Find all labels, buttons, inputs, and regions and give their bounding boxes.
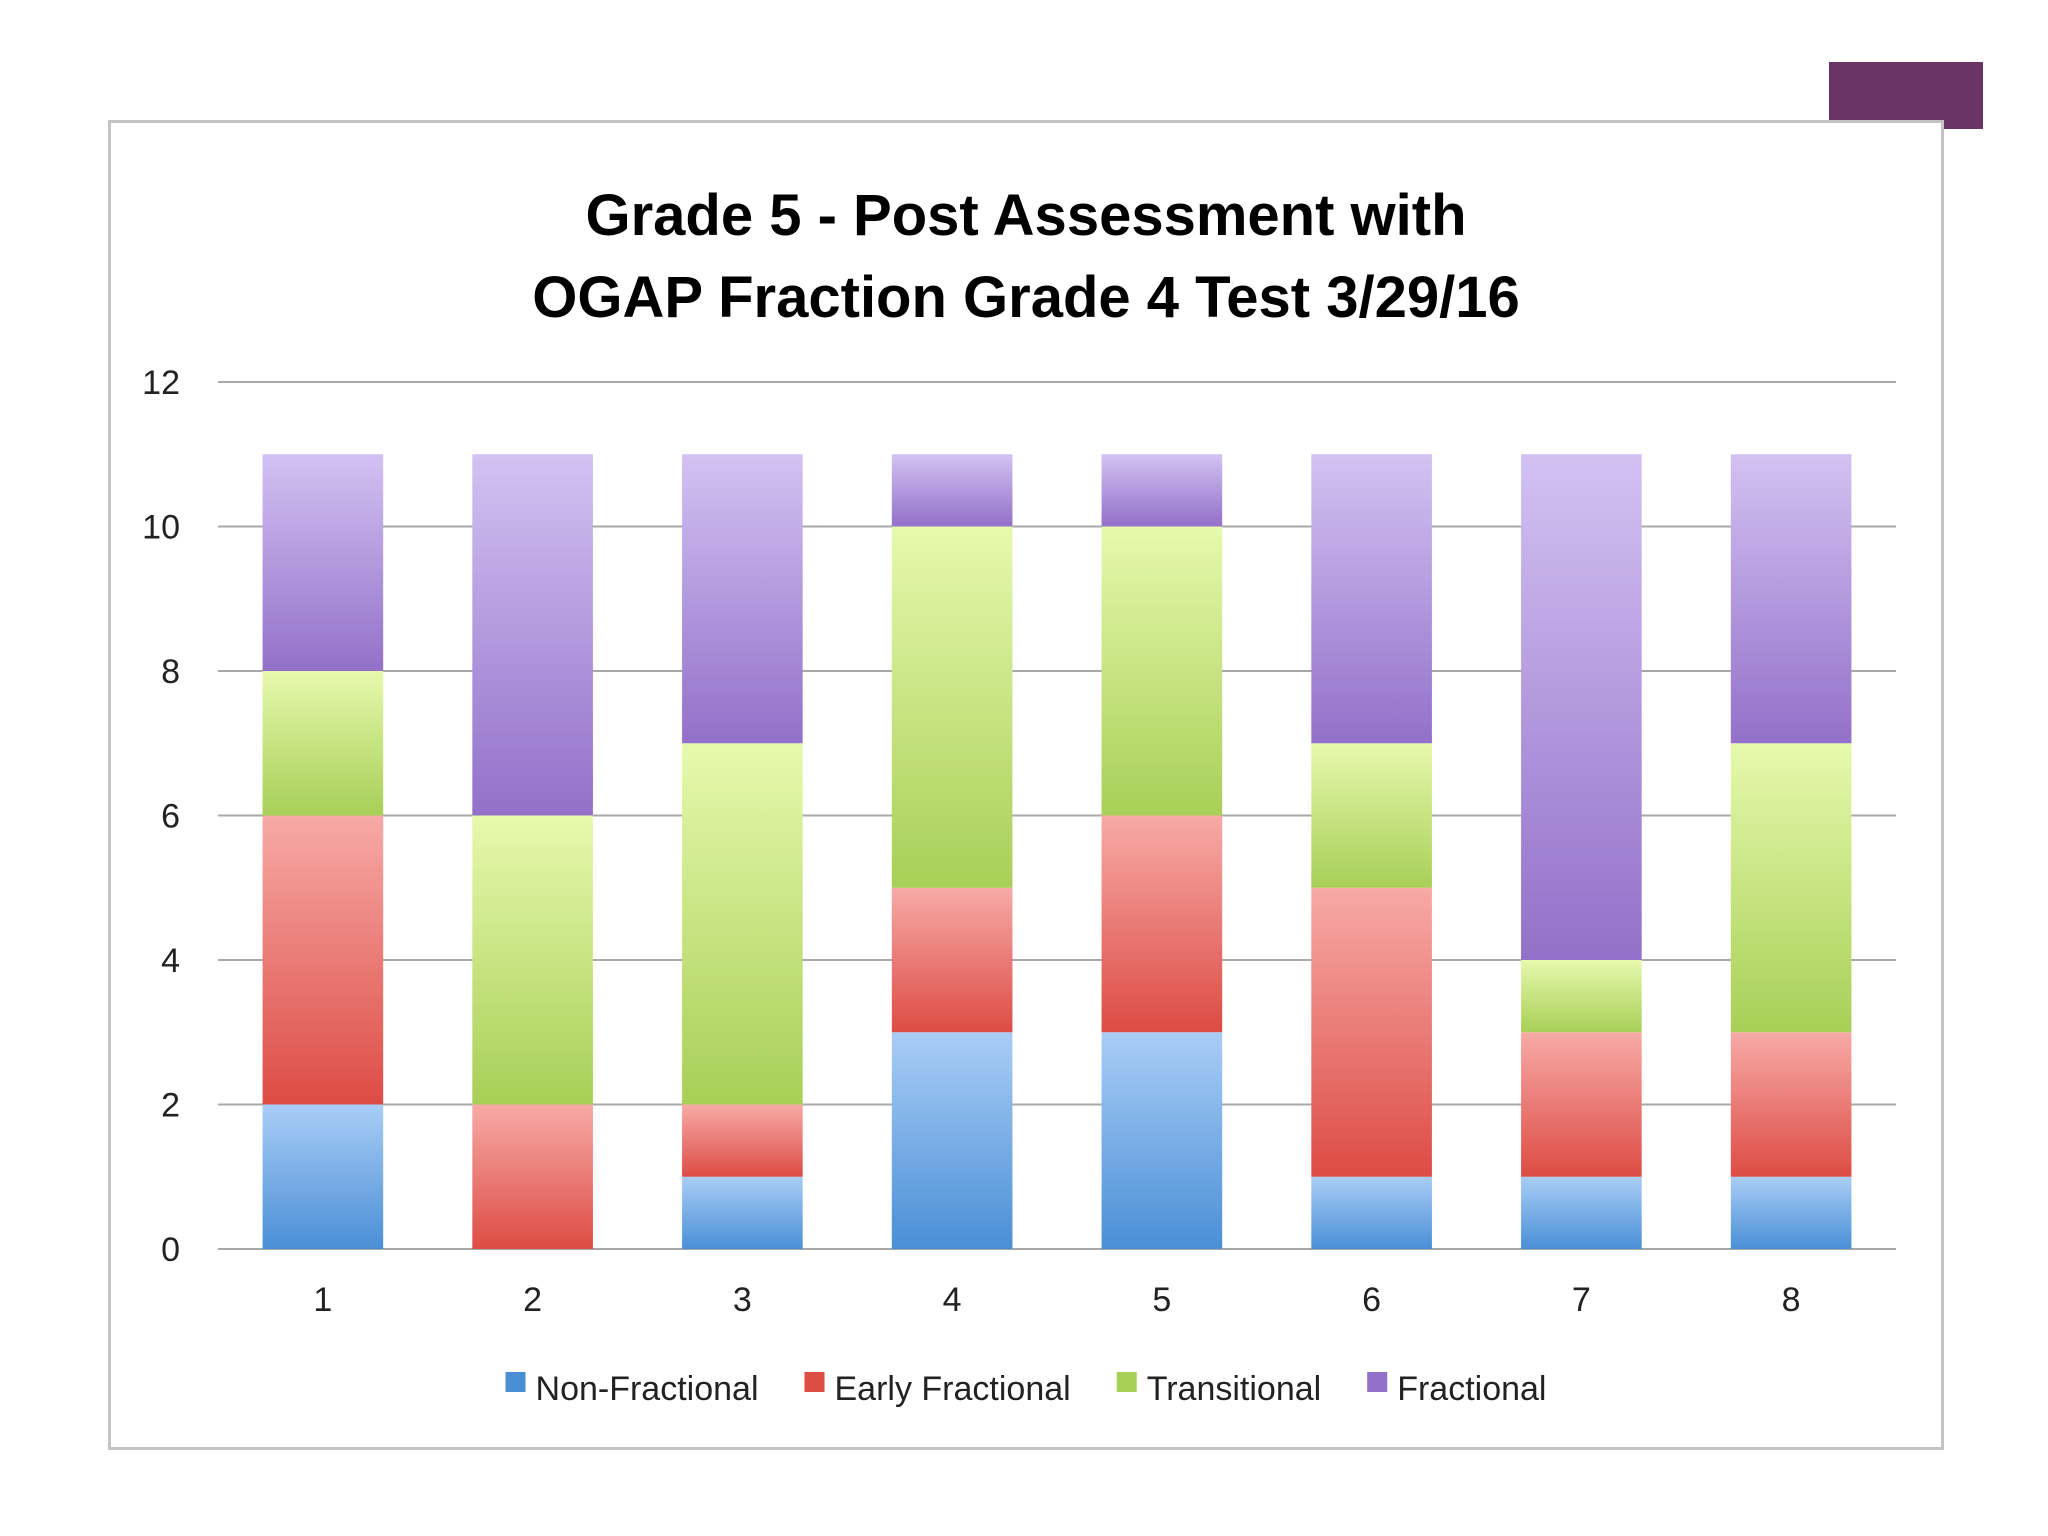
bars bbox=[262, 454, 1852, 1249]
bar-segment-early-fractional bbox=[1311, 887, 1432, 1177]
y-tick-label: 4 bbox=[161, 942, 180, 980]
legend-label: Early Fractional bbox=[835, 1370, 1071, 1408]
bar-segment-non-fractional bbox=[1521, 1176, 1642, 1249]
legend-item: Transitional bbox=[1116, 1370, 1321, 1408]
bar-segment-early-fractional bbox=[891, 887, 1013, 1033]
y-tick-label: 10 bbox=[142, 509, 180, 547]
bar-segment-early-fractional bbox=[262, 815, 384, 1105]
x-tick-label: 5 bbox=[1152, 1281, 1171, 1319]
bar-segment-non-fractional bbox=[262, 1104, 384, 1249]
legend-swatch bbox=[1367, 1372, 1388, 1392]
bar-segment-non-fractional bbox=[1311, 1176, 1432, 1249]
chart-frame: Grade 5 - Post Assessment with OGAP Frac… bbox=[108, 120, 1944, 1450]
x-tick-label: 8 bbox=[1782, 1281, 1801, 1319]
slide-accent-bar bbox=[1829, 62, 1983, 129]
bar-segment-non-fractional bbox=[682, 1176, 803, 1249]
y-tick-label: 12 bbox=[142, 364, 180, 402]
bar-segment-non-fractional bbox=[1730, 1176, 1852, 1249]
bar-segment-fractional bbox=[682, 454, 803, 744]
y-tick-label: 0 bbox=[161, 1231, 180, 1269]
legend: Non-Fractional Early Fractional Transition… bbox=[505, 1370, 1546, 1408]
bar-segment-non-fractional bbox=[891, 1032, 1013, 1249]
bar-segment-non-fractional bbox=[1101, 1032, 1223, 1249]
legend-item: Non-Fractional bbox=[505, 1370, 759, 1408]
bar-segment-early-fractional bbox=[472, 1104, 593, 1249]
bar-segment-transitional bbox=[1101, 526, 1223, 816]
bar-segment-fractional bbox=[891, 454, 1013, 527]
y-tick-label: 6 bbox=[161, 798, 180, 836]
bar-segment-transitional bbox=[472, 815, 593, 1105]
bar-segment-transitional bbox=[682, 743, 803, 1105]
x-tick-label: 7 bbox=[1572, 1281, 1591, 1319]
legend-swatch bbox=[1116, 1372, 1137, 1392]
bar-segment-fractional bbox=[472, 454, 593, 816]
bar-segment-transitional bbox=[891, 526, 1013, 888]
y-tick-label: 8 bbox=[161, 653, 180, 691]
bar-segment-fractional bbox=[1101, 454, 1223, 527]
bar-segment-fractional bbox=[1730, 454, 1852, 744]
chart-title: Grade 5 - Post Assessment with OGAP Frac… bbox=[532, 183, 1520, 330]
x-tick-label: 6 bbox=[1362, 1281, 1381, 1319]
x-tick-label: 4 bbox=[943, 1281, 962, 1319]
legend-item: Early Fractional bbox=[804, 1370, 1071, 1408]
bar-segment-fractional bbox=[262, 454, 384, 671]
bar-segment-transitional bbox=[1730, 743, 1852, 1033]
legend-item: Fractional bbox=[1367, 1370, 1546, 1408]
x-tick-label: 1 bbox=[313, 1281, 332, 1319]
x-axis-tick-labels: 1 2 3 4 5 6 7 8 bbox=[313, 1281, 1800, 1319]
x-tick-label: 3 bbox=[733, 1281, 752, 1319]
y-axis-tick-labels: 0 2 4 6 8 10 12 bbox=[142, 364, 180, 1269]
bar-segment-early-fractional bbox=[1730, 1032, 1852, 1177]
x-tick-label: 2 bbox=[523, 1281, 542, 1319]
bar-segment-fractional bbox=[1311, 454, 1432, 744]
y-tick-label: 2 bbox=[161, 1087, 180, 1125]
legend-label: Non-Fractional bbox=[536, 1370, 759, 1408]
gridlines bbox=[218, 381, 1896, 1250]
legend-label: Transitional bbox=[1147, 1370, 1321, 1408]
bar-segment-early-fractional bbox=[1101, 815, 1223, 1033]
legend-label: Fractional bbox=[1397, 1370, 1546, 1408]
bar-segment-transitional bbox=[1311, 743, 1432, 888]
legend-swatch bbox=[804, 1372, 825, 1392]
bar-segment-early-fractional bbox=[682, 1104, 803, 1177]
bar-segment-transitional bbox=[1521, 960, 1642, 1033]
bar-segment-early-fractional bbox=[1521, 1032, 1642, 1177]
bar-segment-transitional bbox=[262, 671, 384, 816]
legend-swatch bbox=[505, 1372, 526, 1392]
bar-segment-fractional bbox=[1521, 454, 1642, 960]
